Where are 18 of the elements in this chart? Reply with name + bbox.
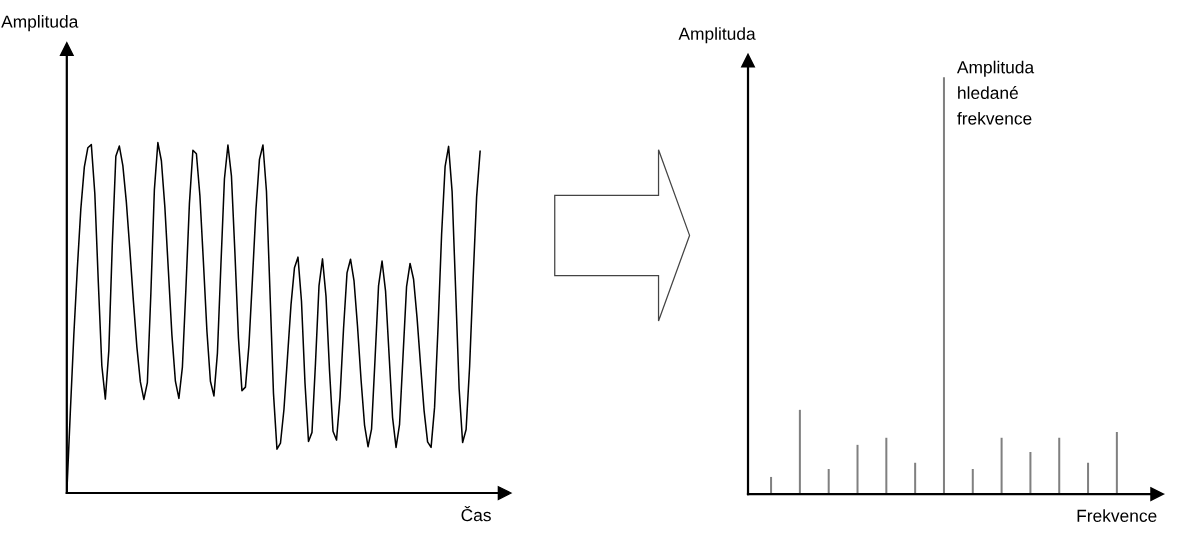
bar [1115,431,1118,495]
bar [1087,462,1090,495]
bar [1000,437,1003,495]
annotation: Amplituda hledané frekvence [956,60,1035,125]
bar [914,462,917,495]
bar [770,476,773,495]
bar [1029,451,1032,495]
bar [827,469,830,495]
bar [885,437,888,495]
y-axis-title: Amplituda [1,15,79,32]
bar [942,77,945,495]
x-axis-title: Čas [461,505,491,522]
y-axis-title: Amplituda [678,27,756,44]
x-axis-title: Frekvence [1077,509,1157,522]
bar [1058,437,1061,495]
bar [856,444,859,495]
bar [798,409,801,495]
bar [971,469,974,495]
